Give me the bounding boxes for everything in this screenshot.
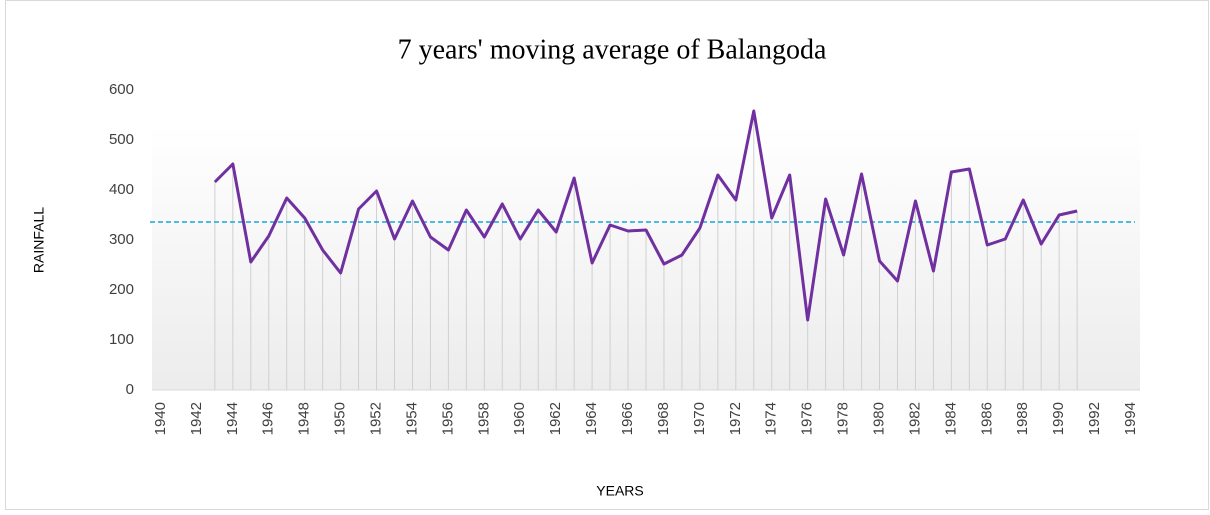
x-tick-label: 1964	[583, 402, 600, 435]
x-tick-label: 1948	[296, 402, 313, 435]
x-tick-label: 1940	[152, 402, 169, 435]
y-tick-label: 500	[109, 131, 134, 148]
x-tick-label: 1966	[619, 402, 636, 435]
x-tick-label: 1982	[906, 402, 923, 435]
x-tick-label: 1968	[655, 402, 672, 435]
x-tick-label: 1970	[691, 402, 708, 435]
x-tick-label: 1960	[511, 402, 528, 435]
x-tick-label: 1994	[1122, 402, 1139, 435]
y-tick-label: 300	[109, 231, 134, 248]
x-tick-label: 1974	[763, 402, 780, 435]
y-axis-title: RAINFALL	[31, 207, 47, 273]
x-tick-label: 1984	[942, 402, 959, 435]
data-line	[213, 109, 1078, 322]
x-axis-title: YEARS	[596, 483, 643, 499]
x-tick-label: 1962	[547, 402, 564, 435]
x-tick-label: 1942	[188, 402, 205, 435]
x-tick-label: 1986	[978, 402, 995, 435]
x-tick-label: 1972	[727, 402, 744, 435]
y-tick-label: 100	[109, 331, 134, 348]
x-tick-label: 1988	[1014, 402, 1031, 435]
y-tick-label: 400	[109, 181, 134, 198]
x-tick-label: 1944	[224, 402, 241, 435]
x-tick-label: 1980	[870, 402, 887, 435]
x-tick-label: 1958	[475, 402, 492, 435]
y-tick-label: 600	[109, 81, 134, 98]
x-tick-label: 1952	[368, 402, 385, 435]
x-tick-label: 1976	[799, 402, 816, 435]
x-tick-label: 1990	[1050, 402, 1067, 435]
x-tick-label: 1946	[260, 402, 277, 435]
y-tick-label: 0	[126, 381, 134, 398]
y-tick-label: 200	[109, 281, 134, 298]
chart-title: 7 years' moving average of Balangoda	[398, 34, 827, 65]
x-tick-label: 1978	[835, 402, 852, 435]
x-tick-label: 1956	[439, 402, 456, 435]
x-tick-label: 1950	[332, 402, 349, 435]
x-tick-label: 1992	[1086, 402, 1103, 435]
x-tick-label: 1954	[403, 402, 420, 435]
